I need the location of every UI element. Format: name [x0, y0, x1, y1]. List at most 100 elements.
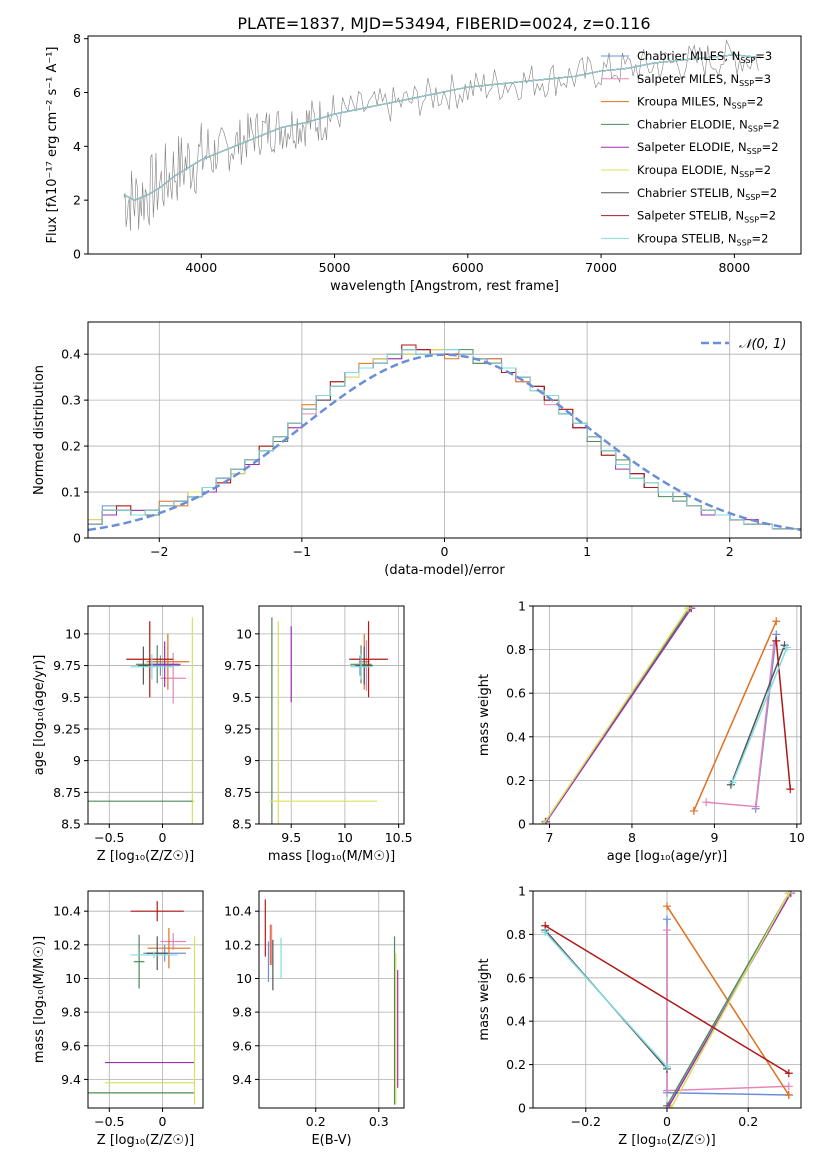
plus-marker [786, 785, 795, 794]
plus-marker [667, 1104, 676, 1108]
plus-marker [751, 802, 760, 811]
plus-marker [689, 806, 698, 815]
y-tick-label: 4 [73, 139, 81, 154]
x-tick-label: 0.2 [306, 1114, 326, 1129]
error-point-2 [147, 928, 191, 969]
y-axis-label: mass weight [477, 674, 492, 756]
error-point-8 [130, 654, 174, 680]
axes-frame [87, 321, 802, 539]
x-tick-label: 0 [159, 830, 167, 845]
y-axis-label: mass weight [477, 958, 492, 1040]
axes-frame [87, 605, 204, 825]
x-tick-label: 8 [628, 830, 636, 845]
x-tick-label: 5000 [319, 260, 351, 275]
plus-marker [684, 606, 693, 613]
plus-marker [541, 928, 550, 937]
error-point-3 [133, 934, 145, 989]
y-tick-label: 8.75 [53, 785, 81, 800]
weight-line-8 [544, 931, 668, 1068]
x-tick-label: 0.2 [738, 1114, 758, 1129]
y-tick-label: 0 [518, 1101, 526, 1116]
x-axis-label: age [log₁₀(age/yr)] [607, 849, 728, 864]
error-point-2 [146, 633, 190, 690]
legend-label: Salpeter ELODIE, NSSP=2 [637, 140, 779, 156]
error-point-6 [138, 646, 149, 685]
x-tick-label: 10 [337, 830, 353, 845]
y-tick-label: 0.3 [61, 393, 81, 408]
x-tick-label: 2 [726, 544, 734, 559]
plus-marker [663, 926, 671, 935]
y-tick-label: 10 [236, 626, 252, 641]
model-line-4 [123, 67, 628, 201]
gaussian-curve [88, 353, 801, 532]
legend-label: Salpeter STELIB, NSSP=2 [637, 209, 776, 225]
legend-label: Chabrier MILES, NSSP=3 [637, 49, 772, 65]
model-line-5 [123, 75, 575, 201]
y-tick-label: 0 [73, 531, 81, 546]
weight-line-5 [670, 892, 790, 1108]
x-tick-label: 9.5 [281, 830, 301, 845]
legend-label: Kroupa STELIB, NSSP=2 [637, 231, 768, 247]
y-tick-label: 9.25 [53, 721, 81, 736]
plus-marker [784, 891, 793, 898]
y-tick-label: 10 [65, 626, 81, 641]
y-tick-label: 0.1 [61, 485, 81, 500]
plus-marker [784, 1090, 793, 1099]
error-point-8 [130, 951, 178, 959]
y-axis-label: mass [log₁₀(M/M☉)] [32, 936, 47, 1063]
x-tick-label: 9 [710, 830, 718, 845]
x-tick-label: 0 [663, 1114, 671, 1129]
panel-residuals: −2 −1 0 1 2 0 0.1 0.2 0.3 0.4 (data-model)/error No… [32, 321, 802, 578]
legend-label: Kroupa ELODIE, NSSP=2 [637, 163, 771, 179]
plus-marker [663, 915, 671, 924]
y-axis-label: Normed distribution [32, 365, 47, 495]
error-point-6 [146, 936, 168, 971]
x-tick-label: 1 [583, 544, 591, 559]
axes-frame [532, 605, 802, 825]
y-tick-label: 10.2 [224, 937, 252, 952]
error-point-1 [160, 933, 186, 950]
data-spectrum-line [123, 39, 759, 231]
x-axis-label: Z [log₁₀(Z/Z☉)] [97, 849, 194, 864]
x-axis-label: Z [log₁₀(Z/Z☉)] [97, 1133, 194, 1148]
plus-marker [772, 636, 781, 645]
plot-area [88, 901, 196, 1105]
x-tick-label: 0 [441, 544, 449, 559]
x-axis-label: (data-model)/error [384, 563, 505, 578]
y-tick-label: 9.8 [232, 1005, 252, 1020]
panel-mass_vs_ebv: 0.2 0.3 9.4 9.6 9.8 10 10.2 10.4 E(B-V) [224, 890, 405, 1148]
x-tick-label: −0.5 [94, 1114, 124, 1129]
plot-area [264, 899, 399, 1105]
y-tick-label: 9.75 [224, 658, 252, 673]
x-tick-label: 7 [546, 830, 554, 845]
figure-title: PLATE=1837, MJD=53494, FIBERID=0024, z=0… [237, 14, 650, 33]
plus-marker [782, 643, 791, 652]
error-point-8 [350, 654, 372, 680]
weight-line-6 [730, 644, 786, 786]
y-tick-label: 9.25 [224, 721, 252, 736]
plus-marker [702, 798, 711, 807]
panel-weight_vs_age: 7 8 9 10 0 0.2 0.4 0.6 0.8 1 age [log₁₀(age/yr)] ma… [477, 599, 805, 865]
y-tick-label: 0.2 [61, 439, 81, 454]
weight-line-1 [706, 645, 775, 808]
legend-label: 𝒩(0, 1) [739, 337, 786, 352]
panel-weight_vs_Z: −0.2 0 0.2 0 0.2 0.4 0.6 0.8 1 Z [log₁₀(Z/Z☉)] mas… [477, 884, 802, 1148]
x-axis-label: mass [log₁₀(M/M☉)] [268, 849, 395, 864]
y-tick-label: 8.75 [224, 785, 252, 800]
x-tick-label: 8000 [718, 260, 750, 275]
y-tick-label: 9 [244, 753, 252, 768]
x-tick-label: 7000 [585, 260, 617, 275]
plus-marker [663, 1086, 671, 1095]
y-tick-label: 8 [73, 31, 81, 46]
weight-line-5 [543, 607, 689, 824]
weight-line-0 [666, 919, 789, 1096]
plot-area [269, 617, 388, 824]
error-point-7 [130, 901, 184, 922]
plot-area [539, 606, 795, 824]
y-tick-label: 0.4 [61, 347, 81, 362]
y-tick-label: 9.8 [61, 1005, 81, 1020]
x-tick-label: 4000 [185, 260, 217, 275]
y-tick-label: 10.2 [53, 937, 81, 952]
